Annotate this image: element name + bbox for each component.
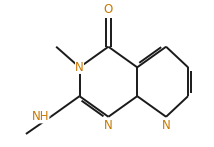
- Text: N: N: [104, 119, 113, 132]
- Text: O: O: [104, 3, 113, 16]
- Text: NH: NH: [32, 110, 49, 123]
- Text: N: N: [162, 119, 170, 132]
- Text: N: N: [75, 61, 84, 74]
